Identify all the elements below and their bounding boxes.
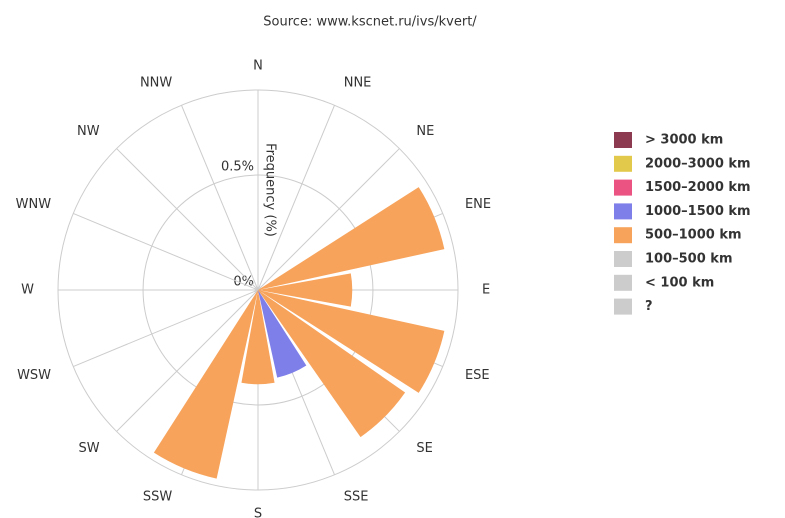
legend-label[interactable]: 2000–3000 km (645, 156, 751, 171)
sector (258, 273, 353, 307)
sector (241, 290, 275, 385)
legend-swatch[interactable] (614, 155, 632, 172)
category-label: ENE (465, 197, 491, 212)
legend-label[interactable]: < 100 km (645, 275, 714, 290)
sector (258, 187, 445, 290)
legend-label[interactable]: 1000–1500 km (645, 204, 751, 219)
category-label: NNE (344, 76, 372, 91)
spoke (73, 213, 259, 291)
legend-label[interactable]: 500–1000 km (645, 228, 742, 243)
sector (258, 290, 445, 393)
sector (258, 290, 406, 438)
category-label: ESE (465, 368, 490, 383)
category-label: E (482, 283, 490, 298)
legend-label[interactable]: ? (645, 299, 653, 314)
spoke (116, 148, 259, 291)
axis-title: Frequency (%) (263, 143, 278, 237)
legend-swatch[interactable] (614, 203, 632, 220)
category-label: S (254, 507, 262, 518)
category-label: WSW (17, 368, 51, 383)
legend-label[interactable]: 1500–2000 km (645, 180, 751, 195)
sector (153, 290, 258, 479)
category-label: SSW (143, 489, 173, 504)
spoke (181, 105, 259, 291)
category-label: NE (416, 124, 434, 139)
category-label: SSE (344, 489, 369, 504)
category-label: NNW (140, 76, 172, 91)
legend-label[interactable]: > 3000 km (645, 133, 723, 148)
spoke (257, 148, 400, 291)
category-label: SW (78, 441, 99, 456)
legend-swatch[interactable] (614, 179, 632, 196)
chart-title: Source: www.kscnet.ru/ivs/kvert/ (263, 15, 477, 30)
legend-swatch[interactable] (614, 132, 632, 148)
spoke (257, 105, 335, 291)
spoke (116, 289, 259, 432)
category-label: W (21, 283, 34, 298)
spoke (73, 289, 259, 367)
r-tick-label: 0.5% (221, 160, 254, 175)
legend-swatch[interactable] (614, 274, 632, 291)
legend-swatch[interactable] (614, 227, 632, 244)
legend-label[interactable]: 100–500 km (645, 252, 733, 267)
category-label: WNW (16, 197, 52, 212)
sector (258, 290, 307, 378)
category-label: NW (77, 124, 100, 139)
category-label: SE (416, 441, 432, 456)
category-label: N (253, 59, 263, 74)
legend-swatch[interactable] (614, 298, 632, 315)
legend-swatch[interactable] (614, 251, 632, 267)
